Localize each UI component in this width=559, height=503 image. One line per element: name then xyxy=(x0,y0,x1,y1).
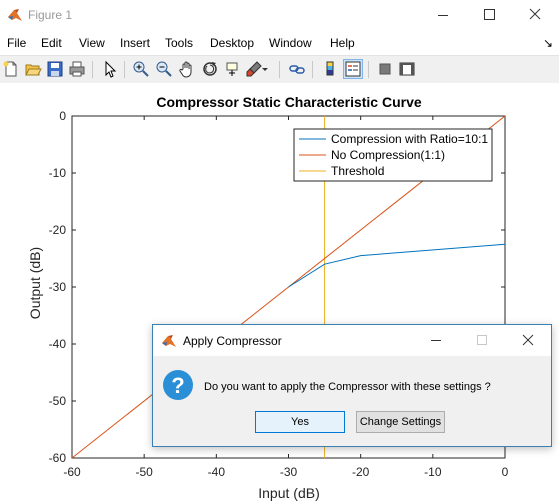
close-icon xyxy=(522,334,534,346)
change-settings-button[interactable]: Change Settings xyxy=(356,411,445,433)
dialog-titlebar: Apply Compressor xyxy=(153,325,551,356)
menu-desktop[interactable]: Desktop xyxy=(210,36,255,50)
minimize-icon xyxy=(431,340,441,341)
zoom-out-icon[interactable] xyxy=(155,60,173,78)
legend: Compression with Ratio=10:1 No Compressi… xyxy=(293,128,493,182)
x-tick-label: -30 xyxy=(280,465,298,479)
x-tick-label: -40 xyxy=(208,465,226,479)
menu-tools[interactable]: Tools xyxy=(165,36,194,50)
zoom-in-icon[interactable] xyxy=(132,60,150,78)
toolbar-separator xyxy=(124,61,125,78)
menu-file[interactable]: File xyxy=(7,36,27,50)
brush-dropdown-icon[interactable] xyxy=(261,60,269,78)
series-compression-line xyxy=(288,243,506,288)
dialog-close-button[interactable] xyxy=(505,325,551,356)
y-tick-label: -20 xyxy=(49,223,67,237)
minimize-icon xyxy=(438,15,448,16)
y-tick-label: 0 xyxy=(59,109,66,123)
x-tick-label: 0 xyxy=(502,465,509,479)
open-file-icon[interactable] xyxy=(24,60,42,78)
menu-window[interactable]: Window xyxy=(269,36,312,50)
dialog-title: Apply Compressor xyxy=(183,334,282,348)
yes-button[interactable]: Yes xyxy=(255,411,345,433)
pan-hand-icon[interactable] xyxy=(178,60,196,78)
new-figure-icon[interactable] xyxy=(2,60,20,78)
x-tick-label: -20 xyxy=(352,465,370,479)
x-tick-label: -10 xyxy=(424,465,442,479)
link-plot-icon[interactable] xyxy=(288,60,306,78)
maximize-icon xyxy=(477,335,487,345)
close-icon xyxy=(529,8,541,20)
colorbar-icon[interactable] xyxy=(321,60,339,78)
question-icon: ? xyxy=(163,370,193,400)
rotate-3d-icon[interactable] xyxy=(201,60,219,78)
legend-label-no-compression: No Compression(1:1) xyxy=(331,148,445,162)
dialog-message: Do you want to apply the Compressor with… xyxy=(204,381,491,393)
window-title: Figure 1 xyxy=(28,8,73,22)
print-icon[interactable] xyxy=(68,60,86,78)
svg-text:?: ? xyxy=(171,373,184,398)
matlab-icon xyxy=(8,9,22,21)
menu-bar: File Edit View Insert Tools Desktop Wind… xyxy=(0,31,559,55)
maximize-button[interactable] xyxy=(466,0,512,31)
y-axis-label: Output (dB) xyxy=(27,247,43,319)
save-icon[interactable] xyxy=(46,60,64,78)
y-tick-label: -60 xyxy=(49,451,67,465)
legend-label-compression: Compression with Ratio=10:1 xyxy=(331,132,488,146)
figure-canvas: Compressor Static Characteristic Curve -… xyxy=(0,83,559,503)
y-tick-label: -50 xyxy=(49,394,67,408)
minimize-button[interactable] xyxy=(420,0,466,31)
legend-icon[interactable] xyxy=(343,59,363,79)
axis-ticks: -60 -50 -40 -30 -20 -10 0 0 -10 -20 -30 -40 -50 -60 xyxy=(49,109,509,479)
menu-view[interactable]: View xyxy=(79,36,105,50)
menu-insert[interactable]: Insert xyxy=(120,36,151,50)
apply-compressor-dialog: Apply Compressor ? Do you want to apply … xyxy=(152,324,552,447)
show-plot-tools-icon[interactable] xyxy=(398,60,416,78)
y-tick-label: -10 xyxy=(49,166,67,180)
edit-plot-arrow-icon[interactable] xyxy=(101,60,119,78)
toolbar-separator xyxy=(92,61,93,78)
dialog-maximize-button[interactable] xyxy=(459,325,505,356)
window-titlebar: Figure 1 xyxy=(0,0,559,31)
x-axis-label: Input (dB) xyxy=(258,485,319,501)
menu-edit[interactable]: Edit xyxy=(41,36,62,50)
data-cursor-icon[interactable] xyxy=(224,60,242,78)
toolbar-separator xyxy=(279,61,280,78)
menu-help[interactable]: Help xyxy=(330,36,355,50)
close-button[interactable] xyxy=(512,0,558,31)
maximize-icon xyxy=(484,9,495,20)
dialog-minimize-button[interactable] xyxy=(413,325,459,356)
matlab-icon xyxy=(162,335,176,347)
legend-label-threshold: Threshold xyxy=(331,164,384,178)
toolbar-separator xyxy=(312,61,313,78)
hide-plot-tools-icon[interactable] xyxy=(376,60,394,78)
chart-title: Compressor Static Characteristic Curve xyxy=(156,94,422,110)
toolbar-separator xyxy=(368,61,369,78)
y-tick-label: -40 xyxy=(49,337,67,351)
legend-box xyxy=(293,128,493,182)
y-tick-label: -30 xyxy=(49,280,67,294)
figure-toolbar xyxy=(0,55,559,84)
x-tick-label: -60 xyxy=(63,465,81,479)
dock-arrow-icon[interactable]: ↘ xyxy=(542,36,553,50)
brush-icon[interactable] xyxy=(245,60,263,78)
x-tick-label: -50 xyxy=(135,465,153,479)
